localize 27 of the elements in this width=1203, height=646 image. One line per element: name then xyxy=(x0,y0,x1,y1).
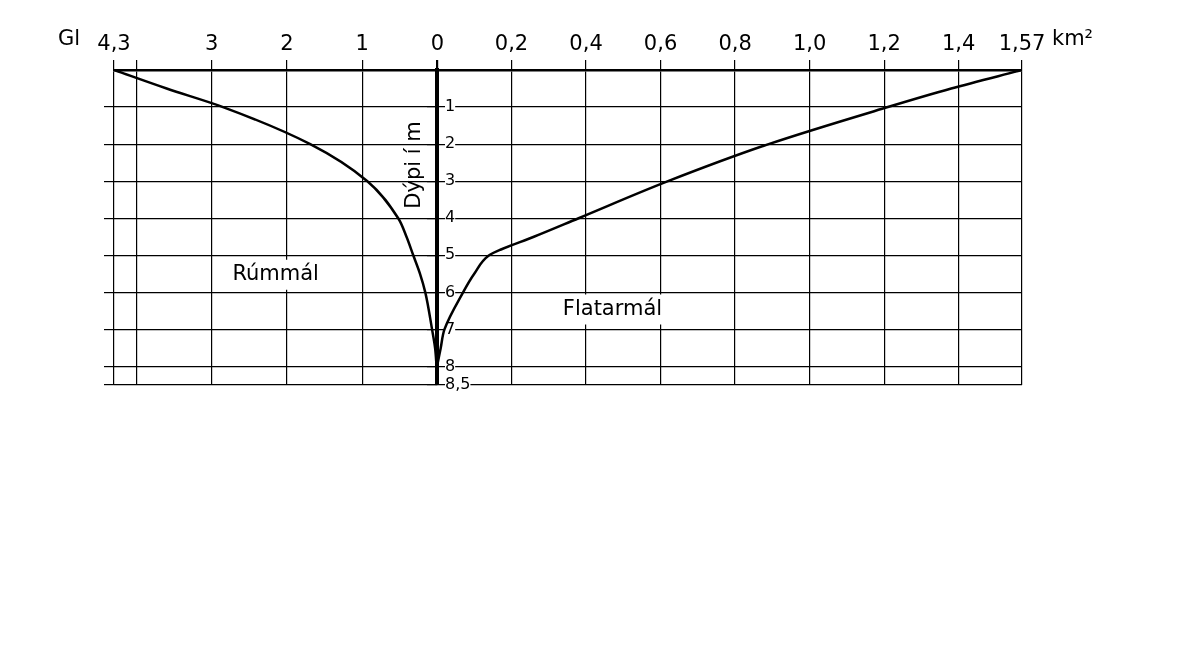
x-tick-label: 3 xyxy=(205,30,219,55)
y-axis-title: Dýpi í m xyxy=(401,121,426,209)
x-tick-label: 1,4 xyxy=(941,30,976,55)
y-tick-label: 6 xyxy=(445,281,456,301)
x-tick-label: 0,2 xyxy=(494,30,529,55)
x-tick-label: 0 xyxy=(430,30,445,55)
text: Flatarmál xyxy=(562,295,663,320)
x-tick-label: 1 xyxy=(355,30,369,55)
x-axis-title: km² xyxy=(1052,26,1094,51)
x-tick-label: 0,8 xyxy=(718,30,752,55)
x-tick-label: 1,0 xyxy=(792,30,827,55)
x-tick-label: 4,3 xyxy=(97,30,131,55)
y-tick-label: 7 xyxy=(445,318,456,338)
x-tick-label: 0,6 xyxy=(643,30,678,55)
x-tick-label: 1,57 xyxy=(998,30,1046,55)
y-tick-label: 8,5 xyxy=(445,374,471,394)
y-tick-label: 4 xyxy=(445,207,456,227)
x-tick-label: 2 xyxy=(280,30,294,55)
text: Rúmmál xyxy=(232,261,319,286)
y-tick-label: 2 xyxy=(445,133,456,153)
x-tick-label: 1,2 xyxy=(867,30,901,55)
y-tick-label: 8 xyxy=(445,355,456,375)
x-tick-label: 0,4 xyxy=(569,30,603,55)
x-axis-title: Gl xyxy=(57,26,80,51)
y-tick-label: 5 xyxy=(445,244,456,264)
y-tick-label: 3 xyxy=(445,170,456,190)
y-tick-label: 1 xyxy=(445,96,456,116)
